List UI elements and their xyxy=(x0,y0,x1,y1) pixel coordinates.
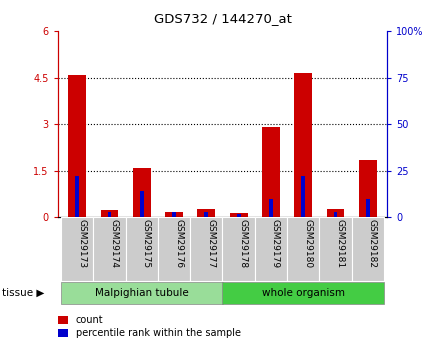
Bar xyxy=(320,217,352,281)
Text: GSM29177: GSM29177 xyxy=(206,219,215,268)
Bar xyxy=(359,160,376,217)
Bar xyxy=(294,73,312,217)
Bar xyxy=(222,217,255,281)
Bar xyxy=(75,176,79,217)
Bar xyxy=(61,217,93,281)
Bar xyxy=(61,282,222,304)
Bar xyxy=(287,217,320,281)
Bar xyxy=(262,127,280,217)
Bar xyxy=(269,199,273,217)
Bar xyxy=(352,217,384,281)
Bar xyxy=(165,212,183,217)
Bar xyxy=(237,214,241,217)
Text: GSM29176: GSM29176 xyxy=(174,219,183,268)
Bar xyxy=(255,217,287,281)
Text: whole organism: whole organism xyxy=(262,288,345,298)
Bar xyxy=(140,191,144,217)
Text: tissue ▶: tissue ▶ xyxy=(2,288,44,298)
Bar xyxy=(69,75,86,217)
Text: GSM29181: GSM29181 xyxy=(336,219,344,268)
Bar xyxy=(204,212,208,217)
Legend: count, percentile rank within the sample: count, percentile rank within the sample xyxy=(58,315,241,338)
Bar xyxy=(133,168,151,217)
Text: GSM29178: GSM29178 xyxy=(239,219,247,268)
Bar xyxy=(125,217,158,281)
Text: GSM29173: GSM29173 xyxy=(77,219,86,268)
Bar xyxy=(158,217,190,281)
Bar xyxy=(108,212,111,217)
Text: GDS732 / 144270_at: GDS732 / 144270_at xyxy=(154,12,291,25)
Text: Malpighian tubule: Malpighian tubule xyxy=(95,288,189,298)
Bar xyxy=(190,217,222,281)
Bar xyxy=(172,212,176,217)
Bar xyxy=(222,282,384,304)
Bar xyxy=(327,209,344,217)
Bar xyxy=(230,213,247,217)
Text: GSM29182: GSM29182 xyxy=(368,219,377,268)
Bar xyxy=(101,209,118,217)
Bar xyxy=(301,176,305,217)
Text: GSM29179: GSM29179 xyxy=(271,219,280,268)
Text: GSM29174: GSM29174 xyxy=(109,219,118,268)
Bar xyxy=(334,212,337,217)
Text: GSM29175: GSM29175 xyxy=(142,219,151,268)
Bar xyxy=(198,209,215,217)
Bar xyxy=(366,199,370,217)
Bar xyxy=(93,217,125,281)
Text: GSM29180: GSM29180 xyxy=(303,219,312,268)
